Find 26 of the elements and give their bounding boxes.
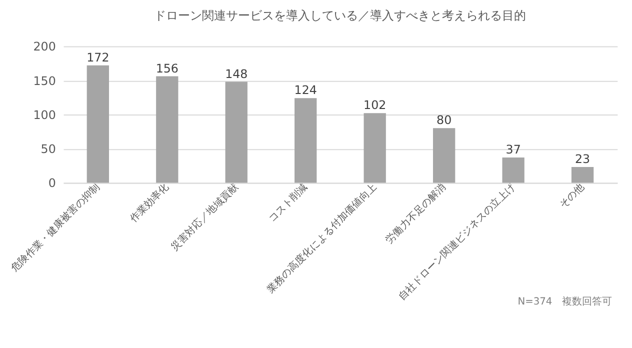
bar <box>433 128 456 183</box>
bar <box>86 65 109 183</box>
chart-title: ドローン関連サービスを導入している／導入すべきと考えられる目的 <box>154 8 526 23</box>
y-tick-label: 50 <box>40 142 56 156</box>
y-tick-label: 100 <box>33 108 56 122</box>
x-tick-label: その他 <box>557 180 587 211</box>
x-tick-label: 労働力不足の解消 <box>383 180 448 246</box>
bar <box>156 76 178 183</box>
data-label: 156 <box>156 61 178 76</box>
data-label: 124 <box>294 83 317 98</box>
text: N=374 複数回答可 <box>518 295 612 308</box>
bar <box>294 98 317 183</box>
bar <box>571 167 594 183</box>
data-label: 102 <box>364 98 386 112</box>
x-tick-label: コスト削減 <box>266 180 310 225</box>
y-tick-label: 150 <box>33 74 56 88</box>
data-label: 172 <box>86 50 110 64</box>
data-label: 23 <box>575 152 590 166</box>
bar <box>364 113 386 183</box>
bar <box>225 82 248 183</box>
data-label: 80 <box>436 113 452 128</box>
data-label: 148 <box>225 66 248 81</box>
data-label: 37 <box>506 142 521 157</box>
bar <box>502 157 524 183</box>
y-tick-label: 200 <box>33 40 56 54</box>
y-tick-label: 0 <box>48 176 56 190</box>
